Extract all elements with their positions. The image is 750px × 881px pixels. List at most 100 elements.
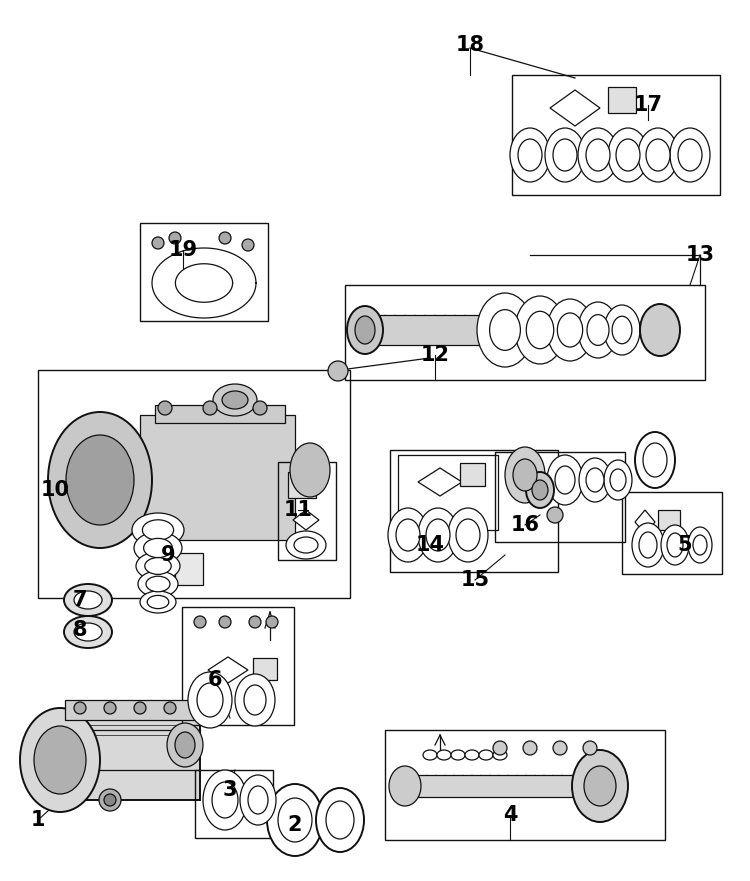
Text: 5: 5	[678, 535, 692, 555]
Ellipse shape	[389, 766, 421, 806]
Ellipse shape	[493, 750, 507, 760]
Text: 1: 1	[31, 810, 45, 830]
Text: 11: 11	[284, 500, 313, 520]
Ellipse shape	[515, 296, 565, 364]
Circle shape	[547, 507, 563, 523]
Ellipse shape	[244, 685, 266, 715]
Circle shape	[253, 401, 267, 415]
Circle shape	[74, 702, 86, 714]
Circle shape	[194, 616, 206, 628]
Ellipse shape	[34, 726, 86, 794]
Ellipse shape	[147, 596, 169, 609]
Ellipse shape	[74, 591, 102, 609]
Ellipse shape	[143, 538, 172, 558]
Ellipse shape	[134, 532, 182, 564]
Ellipse shape	[693, 535, 707, 555]
Bar	[495, 452, 625, 542]
Text: 8: 8	[73, 620, 87, 640]
Ellipse shape	[48, 412, 152, 548]
Ellipse shape	[267, 784, 323, 856]
Ellipse shape	[278, 798, 312, 842]
Ellipse shape	[188, 672, 232, 728]
Ellipse shape	[638, 128, 678, 182]
Bar	[385, 730, 665, 840]
Circle shape	[152, 237, 164, 249]
Ellipse shape	[66, 435, 134, 525]
Ellipse shape	[175, 732, 195, 758]
Ellipse shape	[240, 775, 276, 825]
Ellipse shape	[64, 584, 112, 616]
Bar	[140, 415, 295, 540]
Ellipse shape	[145, 558, 171, 574]
Text: 14: 14	[416, 535, 445, 555]
Ellipse shape	[646, 139, 670, 171]
Ellipse shape	[586, 139, 610, 171]
Ellipse shape	[203, 770, 247, 830]
Circle shape	[99, 789, 121, 811]
Ellipse shape	[396, 519, 420, 551]
Ellipse shape	[635, 432, 675, 488]
Ellipse shape	[326, 801, 354, 839]
Ellipse shape	[667, 533, 683, 557]
Text: 12: 12	[421, 345, 449, 365]
Ellipse shape	[448, 508, 488, 562]
Ellipse shape	[136, 552, 180, 580]
Ellipse shape	[604, 460, 632, 500]
Ellipse shape	[547, 455, 583, 505]
Ellipse shape	[688, 527, 712, 563]
Text: 7: 7	[73, 590, 87, 610]
Ellipse shape	[146, 576, 170, 592]
Ellipse shape	[518, 139, 542, 171]
Bar	[140, 223, 268, 321]
Text: 4: 4	[503, 805, 518, 825]
Circle shape	[328, 361, 348, 381]
Ellipse shape	[678, 139, 702, 171]
Ellipse shape	[578, 128, 618, 182]
Circle shape	[219, 232, 231, 244]
Bar	[65, 700, 195, 720]
Ellipse shape	[640, 304, 680, 356]
Bar	[253, 658, 277, 680]
Ellipse shape	[20, 708, 100, 812]
Circle shape	[583, 741, 597, 755]
Bar	[658, 510, 680, 530]
Ellipse shape	[557, 313, 583, 347]
Text: 10: 10	[40, 480, 70, 500]
Ellipse shape	[235, 674, 275, 726]
Circle shape	[203, 401, 217, 415]
Text: 17: 17	[634, 95, 662, 115]
Ellipse shape	[418, 508, 458, 562]
Ellipse shape	[632, 523, 664, 567]
Ellipse shape	[610, 469, 626, 491]
Ellipse shape	[465, 750, 479, 760]
Ellipse shape	[616, 139, 640, 171]
Ellipse shape	[74, 623, 102, 641]
Circle shape	[242, 239, 254, 251]
Ellipse shape	[553, 139, 577, 171]
Text: 18: 18	[455, 35, 484, 55]
Circle shape	[249, 616, 261, 628]
Bar	[55, 710, 200, 800]
Bar	[195, 770, 273, 838]
Ellipse shape	[604, 305, 640, 355]
Polygon shape	[635, 510, 655, 534]
Ellipse shape	[526, 311, 554, 349]
Bar	[288, 472, 316, 498]
Ellipse shape	[197, 683, 223, 717]
Bar	[395, 775, 595, 797]
Text: 3: 3	[223, 780, 237, 800]
Text: 2: 2	[288, 815, 302, 835]
Ellipse shape	[608, 128, 648, 182]
Ellipse shape	[587, 315, 609, 345]
Ellipse shape	[639, 532, 657, 558]
Bar	[512, 75, 720, 195]
Ellipse shape	[286, 531, 326, 559]
Ellipse shape	[505, 447, 545, 503]
Ellipse shape	[138, 571, 178, 597]
Ellipse shape	[586, 468, 604, 492]
Bar	[622, 492, 722, 574]
Ellipse shape	[213, 384, 257, 416]
Ellipse shape	[456, 519, 480, 551]
Circle shape	[523, 741, 537, 755]
Ellipse shape	[290, 443, 330, 497]
